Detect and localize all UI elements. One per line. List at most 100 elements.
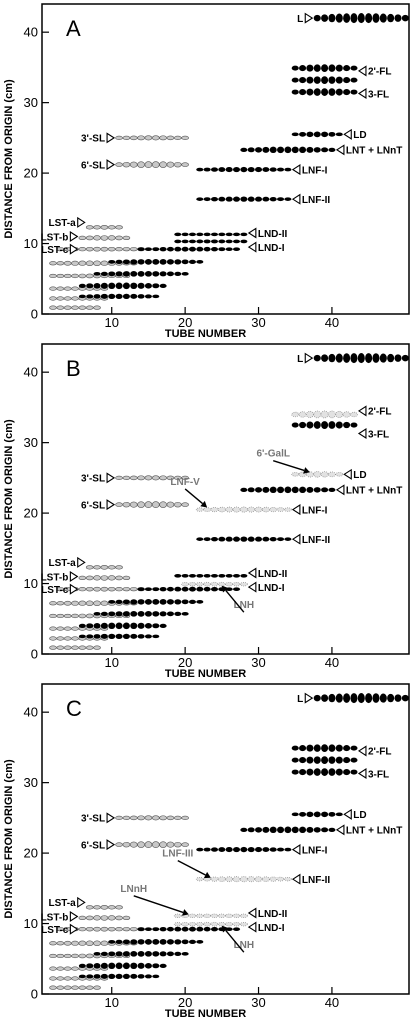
spot-black — [313, 421, 321, 429]
spot-black — [203, 197, 211, 202]
spot-black — [328, 811, 336, 817]
spot-black — [328, 353, 336, 363]
open-arrow-icon — [291, 844, 301, 856]
callout-label: 6'-GalL — [256, 449, 290, 460]
spot-grey — [122, 235, 131, 241]
spot-dotted — [210, 876, 219, 882]
spot-black — [262, 146, 270, 153]
spot-grey — [115, 575, 123, 581]
spot-label: LND-I — [258, 243, 285, 254]
spot-grey — [56, 976, 65, 981]
spot-black — [130, 611, 138, 617]
open-arrow-icon — [247, 921, 257, 933]
spot-black — [108, 633, 116, 639]
spot-black — [100, 973, 108, 979]
spot-dotted — [247, 506, 256, 513]
spot-dotted — [188, 582, 197, 587]
spot-dotted — [276, 507, 285, 512]
spot-black — [299, 757, 307, 764]
spot-grey — [78, 587, 87, 592]
spot-black — [159, 271, 167, 277]
spot-grey — [71, 613, 79, 619]
spot-grey — [78, 940, 87, 946]
spot-black — [306, 486, 314, 493]
y-axis-title: DISTANCE FROM ORIGIN (cm) — [3, 419, 15, 579]
spot-grey — [100, 600, 109, 606]
spot-black — [277, 847, 285, 852]
spot-black — [313, 147, 321, 153]
spot-black — [291, 745, 299, 751]
x-tick-label: 20 — [178, 655, 192, 670]
spot-black — [218, 536, 226, 542]
spot-dotted — [203, 507, 212, 512]
spot-black — [203, 586, 211, 592]
spot-grey — [78, 273, 87, 279]
spot-black — [321, 421, 329, 429]
spot-black — [159, 939, 167, 945]
spot-black — [232, 846, 241, 853]
y-tick-label: 30 — [24, 95, 38, 110]
spot-grey — [56, 953, 65, 959]
spot-black — [343, 693, 351, 703]
spot-black — [328, 827, 336, 832]
spot-dotted — [210, 921, 219, 927]
panel-b: 0 10 20 30 40 10 20 30 40 TUBE NUMBER DISTANCE FRO… — [3, 343, 410, 680]
open-arrow-icon — [357, 427, 367, 439]
spot-black — [137, 634, 145, 639]
spot-black — [218, 239, 226, 244]
spot-grey — [151, 501, 160, 509]
spot-black — [299, 769, 307, 776]
spot-black — [313, 694, 321, 702]
spot-black — [247, 487, 255, 493]
spot-black — [137, 927, 145, 931]
spot-black — [115, 951, 123, 957]
spot-black — [277, 146, 285, 154]
spot-black — [247, 147, 255, 153]
spot-black — [144, 599, 152, 605]
spot-black — [357, 13, 365, 24]
spot-black — [387, 353, 395, 363]
spot-black — [321, 88, 329, 96]
spot-grey — [137, 475, 145, 481]
spot-grey — [144, 501, 153, 509]
spot-dotted — [283, 507, 292, 512]
spot-black — [108, 951, 116, 957]
spot-black — [144, 259, 152, 265]
spot-black — [372, 693, 380, 703]
spot-label: 3-FL — [368, 89, 389, 100]
spot-grey — [93, 905, 101, 910]
spot-black — [122, 622, 130, 630]
spot-black — [210, 587, 219, 592]
spot-black — [115, 611, 123, 617]
spot-grey — [78, 575, 87, 581]
spot-black — [152, 271, 160, 277]
spot-label: 2'-FL — [368, 747, 392, 758]
spot-black — [321, 76, 329, 84]
spot-black — [210, 573, 219, 578]
spot-black — [130, 633, 138, 639]
spot-black — [144, 963, 152, 969]
spot-dotted — [261, 876, 270, 882]
callout-label: LNF-III — [162, 849, 193, 860]
spot-dotted — [217, 581, 226, 587]
spot-grey — [107, 926, 116, 932]
spot-layer — [49, 353, 409, 650]
spot-grey — [78, 613, 87, 619]
spot-black — [387, 693, 395, 703]
spot-black — [277, 486, 285, 494]
spot-black — [181, 271, 189, 276]
spot-grey — [85, 260, 94, 266]
spot-dotted — [210, 506, 219, 513]
spot-black — [86, 623, 94, 629]
spot-grey — [93, 565, 101, 570]
spot-black — [321, 64, 329, 72]
spot-dotted — [188, 922, 197, 927]
spot-grey — [115, 502, 123, 507]
open-arrow-icon — [77, 216, 86, 228]
spot-black — [247, 846, 255, 853]
spot-black — [174, 599, 182, 605]
spot-black — [166, 271, 174, 277]
spot-grey — [137, 841, 145, 848]
callout-arrow — [225, 929, 245, 953]
spot-black — [108, 293, 116, 299]
